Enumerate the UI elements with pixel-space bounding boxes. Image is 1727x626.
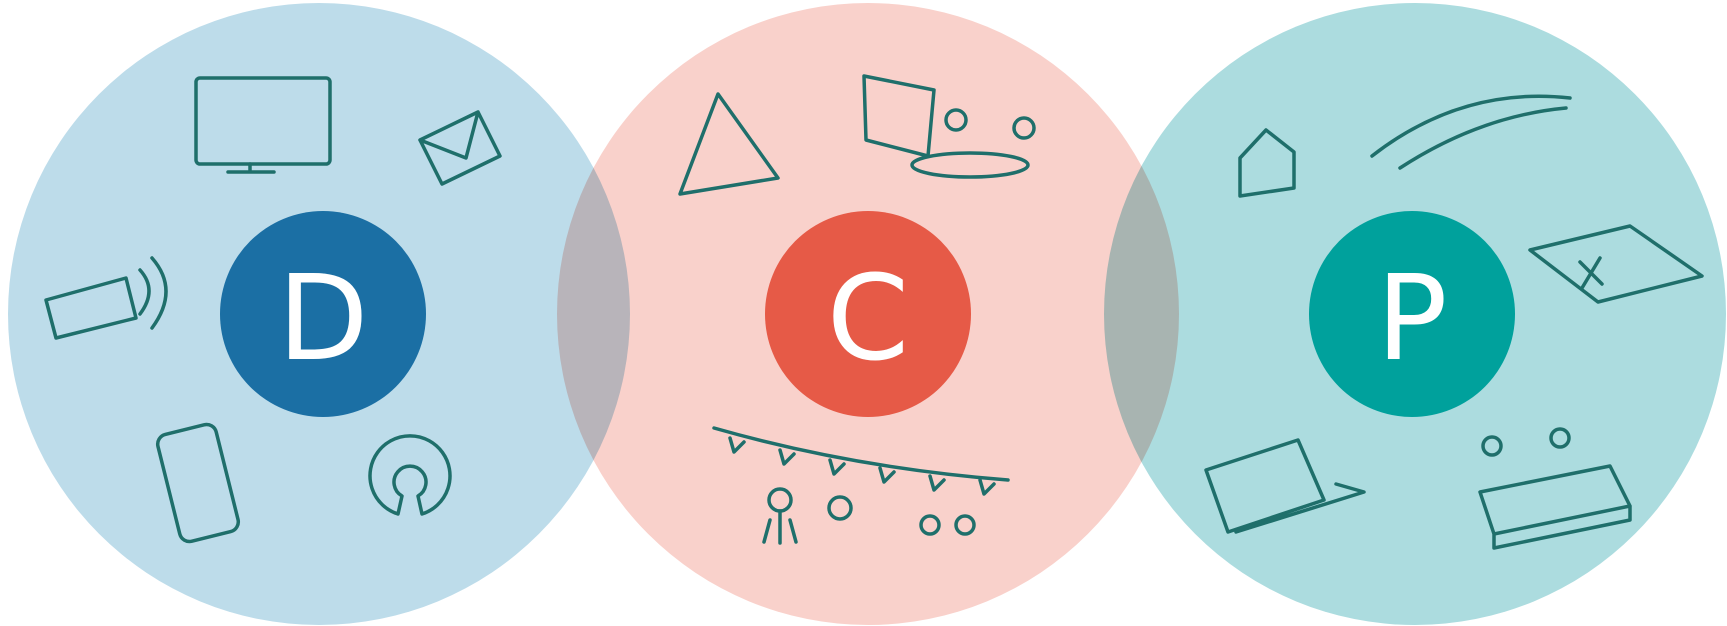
letter-p: P <box>1376 249 1447 387</box>
letter-c: C <box>827 249 909 387</box>
letter-d: D <box>278 249 369 387</box>
venn-diagram: D C P <box>0 0 1727 626</box>
